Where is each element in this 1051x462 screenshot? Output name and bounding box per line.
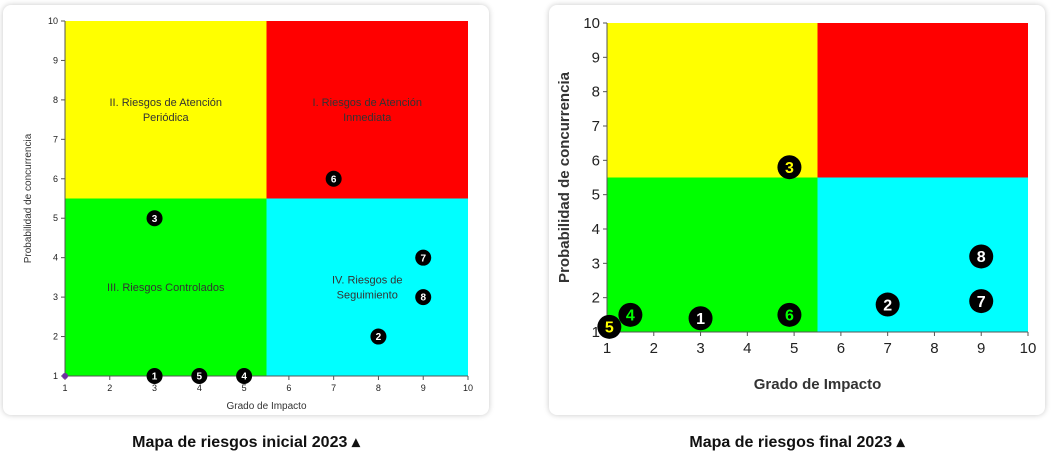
x-tick-label: 1 — [62, 383, 67, 393]
origin-marker — [62, 373, 68, 379]
risk-point-5 — [597, 314, 622, 339]
x-tick-label: 7 — [883, 340, 891, 357]
risk-quadrant — [817, 23, 1028, 178]
risk-point-8 — [415, 289, 432, 306]
x-tick-label: 10 — [1020, 340, 1037, 357]
x-tick-label: 4 — [743, 340, 751, 357]
x-axis-label: Grado de Impacto — [754, 376, 882, 393]
y-tick-label: 5 — [592, 187, 600, 204]
quadrant-label: Seguimiento — [337, 289, 398, 301]
x-axis-label: Grado de Impacto — [226, 401, 306, 412]
risk-point-label-7: 7 — [420, 253, 426, 264]
risk-point-label-8: 8 — [977, 249, 986, 266]
x-tick-label: 6 — [837, 340, 845, 357]
risk-point-label-5: 5 — [197, 372, 203, 383]
x-tick-label: 5 — [242, 383, 247, 393]
risk-quadrant — [266, 21, 468, 199]
risk-point-1 — [688, 306, 713, 331]
x-tick-label: 2 — [107, 383, 112, 393]
risk-point-label-8: 8 — [420, 293, 426, 304]
y-tick-label: 5 — [53, 213, 58, 223]
x-tick-label: 4 — [197, 383, 202, 393]
risk-point-3 — [146, 210, 163, 227]
y-tick-label: 3 — [53, 292, 58, 302]
risk-point-label-5: 5 — [605, 320, 614, 337]
risk-point-label-2: 2 — [883, 297, 892, 314]
x-tick-label: 8 — [930, 340, 938, 357]
risk-quadrant — [65, 21, 267, 199]
initial-risk-map-card: II. Riesgos de Atención Periódica I. Riesg… — [3, 5, 489, 415]
quadrant-label: Inmediata — [343, 112, 392, 124]
risk-point-1 — [146, 368, 163, 384]
risk-point-3 — [777, 155, 802, 180]
y-tick-label: 1 — [592, 324, 600, 341]
y-tick-label: 2 — [592, 290, 600, 307]
risk-quadrant — [266, 198, 468, 376]
y-tick-label: 6 — [53, 174, 58, 184]
risk-quadrant — [817, 177, 1028, 332]
x-tick-label: 9 — [977, 340, 985, 357]
x-tick-label: 2 — [650, 340, 658, 357]
x-tick-label: 9 — [421, 383, 426, 393]
risk-point-label-7: 7 — [977, 294, 986, 311]
risk-point-6 — [777, 302, 802, 327]
risk-point-2 — [875, 292, 900, 317]
risk-point-label-3: 3 — [785, 160, 794, 177]
risk-point-5 — [191, 368, 208, 384]
x-tick-label: 8 — [376, 383, 381, 393]
y-tick-label: 4 — [592, 221, 600, 238]
x-tick-label: 5 — [790, 340, 798, 357]
risk-point-label-1: 1 — [696, 311, 705, 328]
risk-point-2 — [370, 328, 387, 345]
y-tick-label: 6 — [592, 152, 600, 169]
y-tick-label: 10 — [48, 16, 58, 26]
risk-point-7 — [969, 289, 994, 314]
risk-quadrant — [607, 23, 818, 178]
risk-point-4 — [236, 368, 253, 384]
x-tick-label: 1 — [603, 340, 611, 357]
risk-point-label-4: 4 — [626, 308, 635, 325]
risk-point-label-3: 3 — [152, 214, 158, 225]
y-tick-label: 1 — [53, 371, 58, 381]
risk-point-6 — [325, 170, 342, 187]
x-tick-label: 3 — [696, 340, 704, 357]
risk-quadrant — [65, 198, 267, 376]
y-tick-label: 8 — [53, 95, 58, 105]
final-risk-map-card: 1 2 3 4 5 6 7 8 9 10 1 2 3 4 5 6 7 8 9 10 Grado de Impacto Pr… — [549, 5, 1045, 415]
y-tick-label: 2 — [53, 332, 58, 342]
x-tick-label: 7 — [331, 383, 336, 393]
risk-point-label-6: 6 — [331, 174, 337, 185]
final-risk-map-caption: Mapa de riesgos final 2023 ▴ — [689, 434, 905, 451]
risk-point-label-6: 6 — [785, 308, 794, 325]
x-tick-label: 6 — [286, 383, 291, 393]
risk-point-label-2: 2 — [376, 332, 382, 343]
y-tick-label: 8 — [592, 84, 600, 101]
y-tick-label: 9 — [53, 55, 58, 65]
y-tick-label: 10 — [583, 15, 600, 32]
risk-point-label-1: 1 — [152, 372, 158, 383]
quadrant-label: Periódica — [143, 112, 190, 124]
x-tick-label: 10 — [463, 383, 473, 393]
risk-point-label-4: 4 — [241, 372, 247, 383]
y-tick-label: 7 — [53, 134, 58, 144]
initial-risk-map-caption: Mapa de riesgos inicial 2023 ▴ — [132, 434, 360, 451]
y-tick-label: 3 — [592, 255, 600, 272]
quadrant-label: II. Riesgos de Atención — [109, 97, 222, 109]
risk-point-8 — [969, 244, 994, 269]
quadrant-label: I. Riesgos de Atención — [313, 97, 422, 109]
quadrant-label: III. Riesgos Controlados — [107, 282, 225, 294]
y-tick-label: 7 — [592, 118, 600, 135]
quadrant-label: IV. Riesgos de — [332, 274, 403, 286]
y-axis-label: Probabilidad de concurrencia — [556, 71, 573, 283]
y-tick-label: 4 — [53, 253, 58, 263]
x-tick-label: 3 — [152, 383, 157, 393]
risk-point-7 — [415, 249, 432, 266]
y-tick-label: 9 — [592, 49, 600, 66]
risk-point-4 — [618, 302, 643, 327]
initial-risk-map-chart: II. Riesgos de Atención Periódica I. Riesg… — [23, 16, 473, 412]
y-axis-label: Probabilidad de concurrencia — [23, 133, 34, 263]
